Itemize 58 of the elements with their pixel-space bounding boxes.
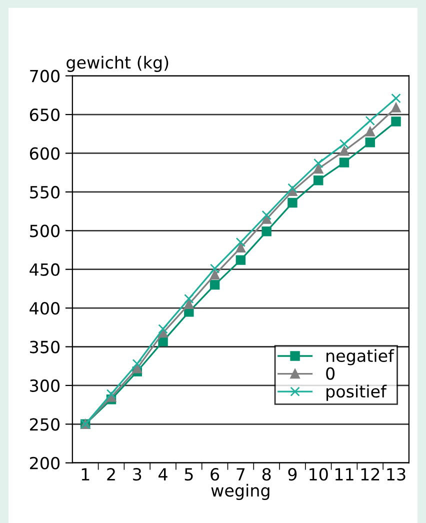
point — [391, 116, 401, 126]
point — [210, 264, 220, 274]
point — [236, 242, 246, 253]
point — [288, 198, 298, 208]
x-tick-label: 1 — [82, 468, 90, 480]
point — [313, 175, 324, 186]
y-tick-label: 700 — [30, 70, 60, 82]
point — [262, 214, 272, 224]
y-tick-label: 200 — [30, 456, 60, 470]
point — [184, 299, 194, 310]
x-tick-label: 9 — [288, 468, 297, 481]
x-tick-label: 10 — [310, 468, 328, 481]
x-tick-label: 7 — [236, 468, 245, 480]
y-axis-title: gewicht (kg) — [66, 56, 168, 72]
point — [210, 280, 220, 290]
point — [262, 226, 272, 236]
y-tick-label: 500 — [30, 224, 60, 238]
y-tick-label: 400 — [30, 302, 60, 315]
x-tick-label: 2 — [107, 468, 115, 480]
point — [236, 237, 246, 248]
y-tick-label: 300 — [30, 379, 60, 392]
point — [158, 324, 168, 334]
y-tick-label: 550 — [30, 186, 60, 199]
point — [132, 364, 142, 374]
y-tick-label: 350 — [30, 340, 60, 354]
point — [365, 116, 375, 126]
point — [339, 139, 350, 149]
point — [391, 102, 401, 112]
x-tick-label: 11 — [335, 468, 354, 480]
point — [365, 126, 375, 136]
y-tick-label: 250 — [30, 418, 60, 431]
point — [262, 210, 272, 220]
x-tick-label: 3 — [133, 468, 142, 481]
point — [313, 164, 324, 174]
point — [106, 389, 116, 399]
point — [339, 146, 350, 156]
point — [210, 270, 220, 280]
legend-label: 0 — [326, 367, 335, 380]
x-tick-label: 12 — [361, 468, 380, 480]
point — [288, 183, 298, 193]
point — [236, 255, 246, 265]
y-tick-label: 650 — [30, 108, 60, 122]
x-tick-label: 8 — [262, 468, 271, 481]
x-axis-title: weging — [211, 484, 270, 500]
point — [184, 294, 194, 304]
x-tick-label: 5 — [184, 468, 193, 481]
point — [132, 358, 142, 369]
point — [391, 93, 401, 104]
legend-label: positief — [326, 384, 387, 401]
point — [365, 138, 375, 148]
y-tick-label: 600 — [30, 147, 60, 160]
x-tick-label: 6 — [210, 468, 220, 481]
y-tick-label: 450 — [30, 263, 60, 276]
point — [313, 158, 324, 168]
point — [339, 158, 350, 168]
x-tick-label: 4 — [158, 468, 168, 480]
legend-label: negatief — [326, 349, 394, 366]
x-tick-label: 13 — [387, 468, 406, 481]
